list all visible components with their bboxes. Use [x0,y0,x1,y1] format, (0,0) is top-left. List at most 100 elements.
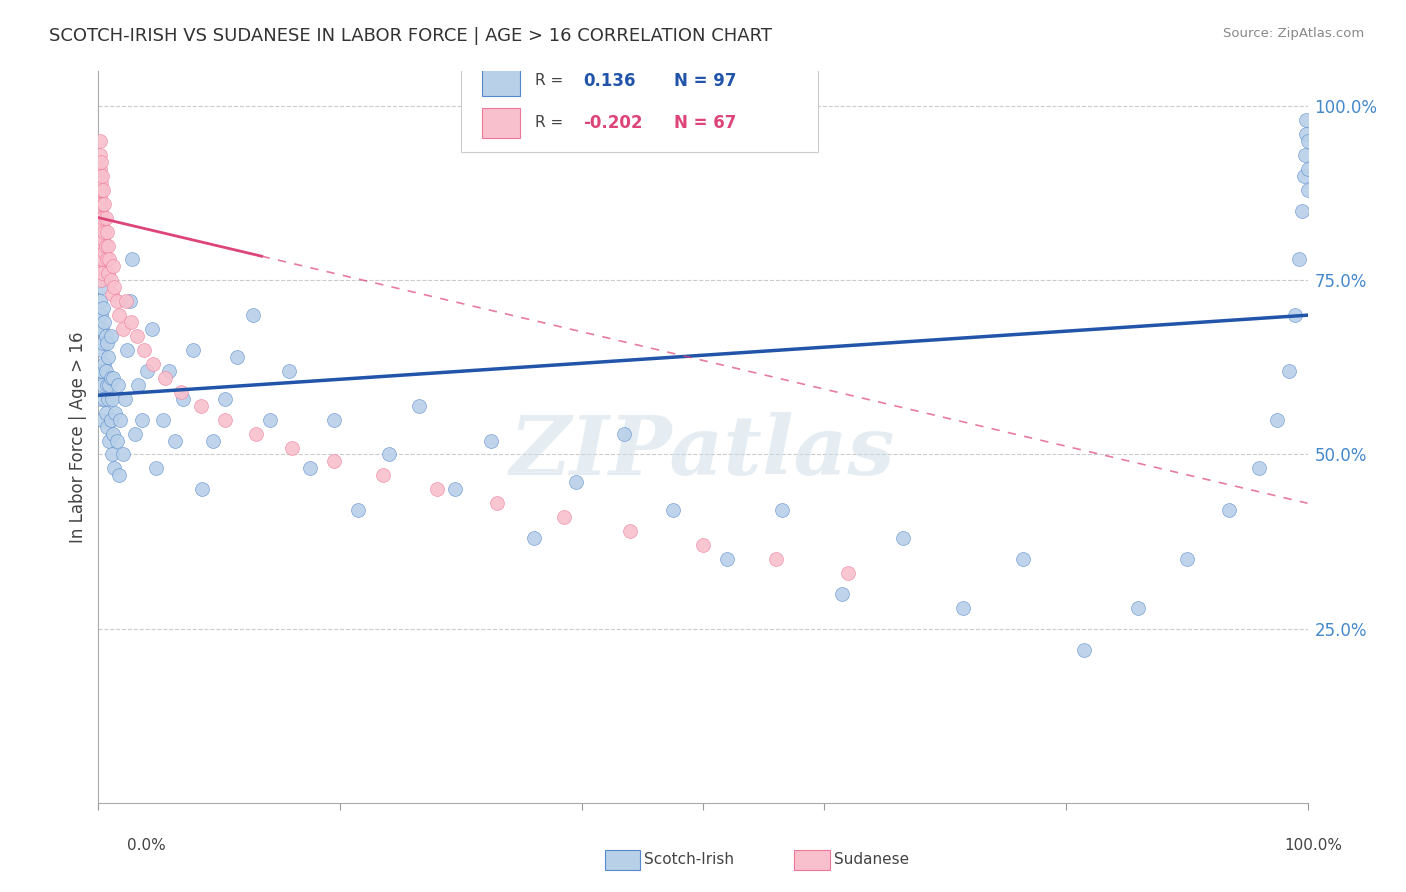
Point [1294,148,1316,162]
Point [91,169,114,183]
Point [299,461,322,475]
Point [619,524,641,538]
Point [90,343,112,357]
Point [98,252,121,267]
Point [111,448,134,462]
Point [1295,113,1317,128]
Point [89,245,111,260]
Point [1284,308,1306,322]
Point [100,329,122,343]
Point [100,371,122,385]
Point [142,357,165,371]
Point [90,252,112,267]
Point [100,392,122,406]
Point [121,252,143,267]
Point [91,211,114,225]
Point [100,448,122,462]
Point [101,371,124,385]
Point [108,468,131,483]
Point [214,392,236,406]
Point [523,531,546,545]
Point [98,434,121,448]
Point [89,322,111,336]
Point [93,315,115,329]
Point [837,566,859,580]
Point [96,252,118,267]
Point [111,322,134,336]
Point [245,426,267,441]
Point [157,364,180,378]
Point [134,343,156,357]
Point [486,496,509,510]
Point [89,169,111,183]
Point [101,426,124,441]
Point [97,392,120,406]
Point [89,134,111,148]
Point [202,434,225,448]
Point [93,245,115,260]
Text: Scotch-Irish: Scotch-Irish [644,853,734,867]
Point [90,211,112,225]
Point [97,266,120,280]
Point [91,196,114,211]
Point [91,183,114,197]
Point [91,280,114,294]
Point [426,483,449,497]
Point [323,454,346,468]
Point [145,461,167,475]
Point [96,377,118,392]
Point [124,426,146,441]
Point [190,399,212,413]
Point [1267,412,1289,426]
Point [89,225,111,239]
Point [127,329,149,343]
Point [565,475,588,490]
Point [127,377,149,392]
Point [101,260,124,274]
Point [100,287,122,301]
Point [90,203,112,218]
Point [94,329,117,343]
Point [163,434,186,448]
Point [831,587,853,601]
Point [93,225,115,239]
Point [91,238,114,252]
Point [97,238,120,252]
Point [153,371,176,385]
Point [89,211,111,225]
Point [90,392,112,406]
Point [553,510,575,524]
Point [1012,552,1035,566]
Point [105,434,128,448]
Text: N = 97: N = 97 [673,71,737,90]
Point [1073,642,1095,657]
Point [135,364,157,378]
Point [716,552,738,566]
Point [96,225,118,239]
Point [1128,600,1150,615]
Point [89,161,111,176]
Point [90,155,112,169]
Point [1295,127,1317,141]
Point [108,308,131,322]
Point [91,322,114,336]
Point [117,343,139,357]
Point [444,483,467,497]
FancyBboxPatch shape [461,61,818,152]
Point [152,412,174,426]
Point [408,399,430,413]
Point [169,384,191,399]
Point [94,238,117,252]
Point [93,357,115,371]
Point [118,294,141,309]
Point [481,434,503,448]
Point [91,377,114,392]
Point [100,412,122,426]
Point [108,412,131,426]
Point [91,336,114,351]
Point [91,364,114,378]
Point [371,468,394,483]
Point [97,350,120,364]
Point [347,503,370,517]
Point [1249,461,1271,475]
